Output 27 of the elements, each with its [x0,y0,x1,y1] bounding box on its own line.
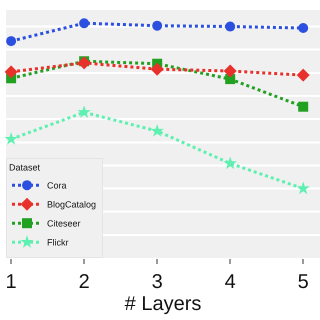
point [150,62,164,76]
point [296,182,310,194]
x-tick-label: 2 [78,271,90,293]
point [6,36,16,46]
point [77,105,91,118]
point [224,64,237,78]
point [79,18,90,28]
point [150,124,164,137]
legend-label: BlogCatalog [47,200,96,210]
x-tick-label: 4 [224,271,236,293]
point [296,68,310,82]
point [224,156,237,170]
point [4,65,18,78]
point [78,56,91,70]
x-tick-label: 1 [6,271,17,293]
legend-label: Citeseer [47,218,81,229]
x-tick-label: 5 [298,271,309,293]
point [152,20,162,31]
point [298,102,308,112]
legend-label: Flickr [47,238,68,248]
x-axis-title: # Layers [124,293,202,315]
x-tick-label: 3 [152,271,163,293]
legend-title: Dataset [9,162,41,173]
point [225,22,236,32]
point [298,23,308,34]
point [4,132,18,145]
legend-label: Cora [47,180,67,191]
